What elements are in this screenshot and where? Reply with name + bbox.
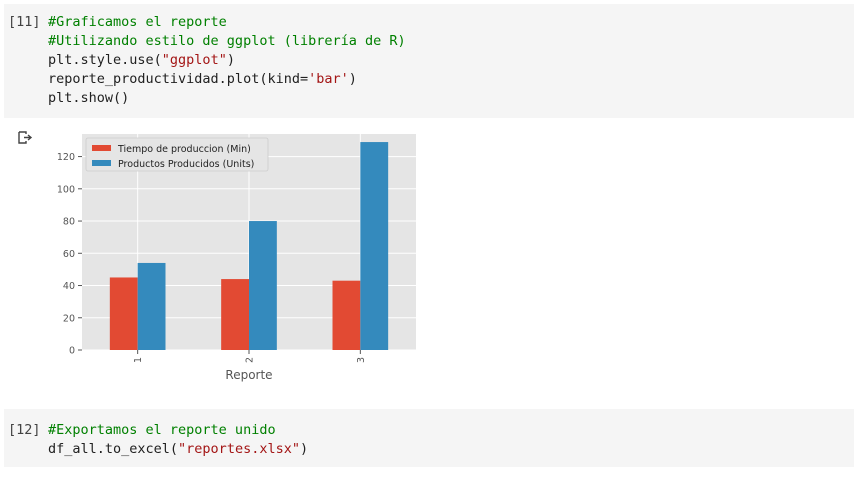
code-token: plt.show() bbox=[48, 90, 130, 106]
code-token: plt.style.use( bbox=[48, 52, 162, 68]
legend-swatch bbox=[92, 160, 111, 166]
code-token: reporte_productividad.plot(kind= bbox=[48, 71, 309, 87]
code-token: #Graficamos el reporte bbox=[48, 14, 227, 30]
code-token: "reportes.xlsx" bbox=[178, 441, 300, 457]
legend bbox=[85, 137, 269, 172]
y-tick-label: 120 bbox=[57, 152, 75, 163]
code-line: df_all.to_excel("reportes.xlsx") bbox=[4, 440, 308, 459]
y-tick-label: 20 bbox=[63, 313, 75, 324]
code-token: ) bbox=[299, 441, 309, 457]
legend-label: Productos Producidos (Units) bbox=[118, 159, 254, 170]
x-tick-label: 1 bbox=[133, 357, 144, 363]
code-line: reporte_productividad.plot(kind='bar') bbox=[4, 70, 406, 89]
code-cell-11[interactable] bbox=[4, 4, 854, 118]
y-tick-label: 0 bbox=[69, 346, 75, 357]
output-arrow-icon[interactable] bbox=[17, 130, 33, 146]
code-line: plt.style.use("ggplot") bbox=[4, 51, 406, 70]
code-token: "ggplot" bbox=[161, 52, 227, 68]
code-token: ) bbox=[348, 71, 357, 87]
bar-chart: 0 20 40 60 80 100 120 1 2 3 Reporte Tiempo de produ… bbox=[57, 134, 416, 382]
code-token: ) bbox=[226, 52, 235, 68]
code-token: 'bar' bbox=[308, 71, 349, 87]
code-line: #Utilizando estilo de ggplot (librería d… bbox=[4, 32, 406, 51]
code-token: #Exportamos el reporte unido bbox=[48, 422, 276, 438]
y-tick-label: 100 bbox=[57, 184, 75, 195]
bar bbox=[249, 221, 277, 350]
code-line: plt.show() bbox=[4, 89, 406, 108]
x-tick-label: 2 bbox=[245, 357, 256, 363]
code-token: df_all.to_excel( bbox=[48, 441, 179, 457]
x-axis-label: Reporte bbox=[225, 368, 272, 382]
y-tick-label: 40 bbox=[63, 281, 75, 292]
code-cell-12[interactable] bbox=[4, 409, 854, 467]
cell-prompt: [11] bbox=[8, 14, 41, 30]
legend-label: Tiempo de produccion (Min) bbox=[117, 144, 251, 155]
y-tick-label: 80 bbox=[63, 217, 75, 228]
code-line: #Exportamos el reporte unido bbox=[4, 421, 308, 440]
cell-prompt: [12] bbox=[8, 422, 41, 438]
y-tick-label: 60 bbox=[63, 249, 75, 260]
code-line: #Graficamos el reporte bbox=[4, 13, 406, 32]
code-editor[interactable]: #Exportamos el reporte unido df_all.to_ex… bbox=[4, 421, 308, 459]
bar bbox=[332, 280, 361, 350]
bar bbox=[109, 277, 138, 350]
bar bbox=[221, 279, 249, 350]
bar bbox=[137, 262, 166, 350]
code-editor[interactable]: #Graficamos el reporte #Utilizando estilo… bbox=[4, 13, 406, 108]
x-tick-label: 3 bbox=[356, 357, 367, 363]
legend-swatch bbox=[92, 145, 111, 151]
bar bbox=[360, 142, 389, 350]
code-token: #Utilizando estilo de ggplot (librería d… bbox=[48, 33, 406, 49]
